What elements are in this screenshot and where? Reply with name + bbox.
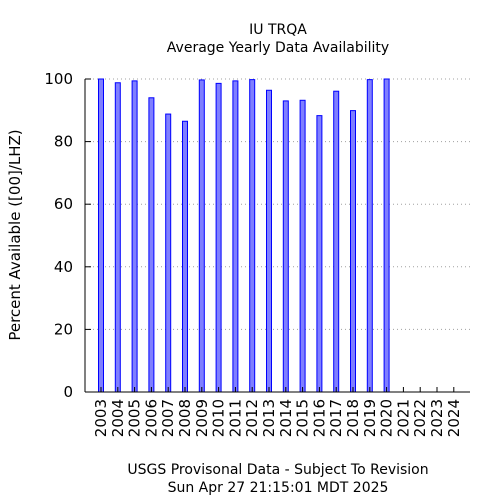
x-tick-label-2023: 2023 bbox=[428, 399, 446, 437]
y-tick-label: 20 bbox=[54, 320, 73, 338]
bar-2018 bbox=[350, 110, 356, 393]
bar-2007 bbox=[165, 113, 172, 393]
x-tick-label-2006: 2006 bbox=[142, 399, 160, 437]
footer-timestamp: Sun Apr 27 21:15:01 MDT 2025 bbox=[168, 480, 389, 496]
axes bbox=[84, 78, 470, 393]
x-tick-label-2011: 2011 bbox=[226, 399, 244, 437]
x-tick-label-2013: 2013 bbox=[260, 399, 278, 437]
bar-2005 bbox=[131, 80, 138, 393]
x-tick-label-2004: 2004 bbox=[109, 399, 127, 437]
x-tick-labels: 2003200420052006200720082009201020112012… bbox=[92, 399, 463, 437]
bar-2009 bbox=[198, 79, 205, 393]
bar-2019 bbox=[366, 79, 373, 393]
x-tick-label-2022: 2022 bbox=[411, 399, 429, 437]
x-tick-label-2017: 2017 bbox=[327, 399, 345, 437]
x-tick-label-2009: 2009 bbox=[193, 399, 211, 437]
x-tick-label-2019: 2019 bbox=[361, 399, 379, 437]
y-tick-labels: 0 20 40 60 80 100 bbox=[44, 70, 73, 401]
bar-2008 bbox=[182, 120, 188, 393]
bar-2012 bbox=[249, 79, 256, 393]
bar-series bbox=[98, 78, 390, 393]
x-tick-label-2015: 2015 bbox=[294, 399, 312, 437]
x-tick-label-2020: 2020 bbox=[378, 399, 396, 437]
x-tick-label-2007: 2007 bbox=[159, 399, 177, 437]
bar-2014 bbox=[282, 100, 289, 393]
x-tick-label-2014: 2014 bbox=[277, 399, 295, 437]
y-tick-label: 0 bbox=[63, 383, 73, 401]
bar-2004 bbox=[114, 82, 121, 393]
x-tick-label-2005: 2005 bbox=[126, 399, 144, 437]
x-tick-label-2003: 2003 bbox=[92, 399, 110, 437]
bar-2010 bbox=[215, 82, 222, 393]
bar-2020 bbox=[383, 78, 390, 393]
bar-2016 bbox=[316, 115, 323, 393]
grid-lines bbox=[85, 78, 470, 393]
x-tick-label-2010: 2010 bbox=[210, 399, 228, 437]
footer-provisional-note: USGS Provisonal Data - Subject To Revisi… bbox=[127, 462, 428, 478]
x-tick-label-2012: 2012 bbox=[243, 399, 261, 437]
y-tick-label: 100 bbox=[44, 70, 73, 88]
x-tick-label-2018: 2018 bbox=[344, 399, 362, 437]
bar-2011 bbox=[232, 80, 239, 393]
y-tick-label: 80 bbox=[54, 133, 73, 151]
y-tick-label: 40 bbox=[54, 258, 73, 276]
bar-2013 bbox=[266, 89, 272, 393]
y-tick-label: 60 bbox=[54, 195, 73, 213]
x-tick-label-2024: 2024 bbox=[445, 399, 463, 437]
x-tick-label-2021: 2021 bbox=[394, 399, 412, 437]
bar-2015 bbox=[299, 99, 306, 393]
chart-title: IU TRQA bbox=[249, 22, 307, 38]
bar-2006 bbox=[148, 97, 155, 393]
bar-2017 bbox=[333, 90, 340, 393]
x-tick-label-2008: 2008 bbox=[176, 399, 194, 437]
bar-2003 bbox=[98, 78, 104, 393]
y-axis-label: Percent Available ([00]/LHZ) bbox=[6, 129, 24, 340]
chart-subtitle: Average Yearly Data Availability bbox=[167, 40, 389, 56]
x-tick-label-2016: 2016 bbox=[310, 399, 328, 437]
